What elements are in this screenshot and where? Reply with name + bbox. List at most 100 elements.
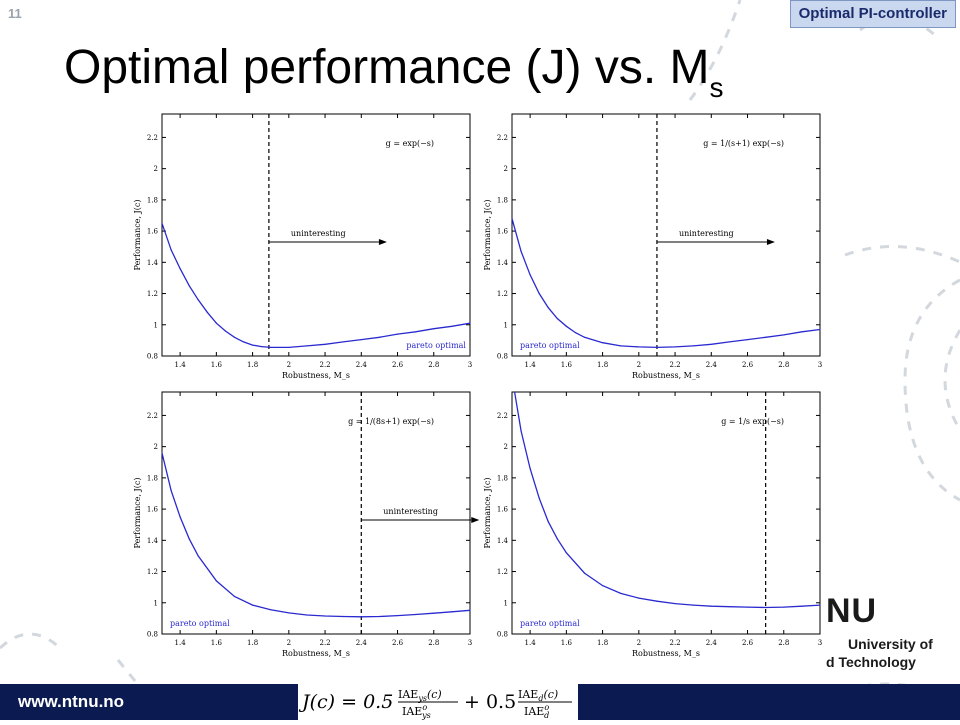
- title-main: Optimal performance (J) vs. M: [64, 41, 710, 94]
- data-point-1: [170, 249, 172, 251]
- y-tick-label-4: 1.6: [497, 506, 509, 514]
- data-point-10: [306, 614, 308, 616]
- pareto-optimal-label: pareto optimal: [520, 619, 580, 628]
- data-point-23: [451, 325, 453, 327]
- uninteresting-label: uninteresting: [679, 229, 734, 238]
- data-point-6: [565, 552, 567, 554]
- formula-box: J(c) = 0.5 IAEys(c) IAEo ys + 0.5 IAEd(c)…: [298, 684, 578, 720]
- data-point-2: [179, 267, 181, 270]
- data-point-5: [206, 311, 208, 313]
- x-tick-label-5: 2.4: [706, 639, 718, 647]
- data-point-17: [746, 339, 749, 341]
- formula-term2-den: IAEo d: [524, 703, 549, 720]
- formula-term2-num: IAEd(c): [518, 688, 558, 703]
- x-tick-label-1: 1.6: [561, 639, 573, 647]
- data-point-13: [360, 616, 362, 618]
- y-tick-label-2: 1.2: [147, 290, 158, 298]
- pareto-optimal-label: pareto optimal: [170, 619, 230, 628]
- formula-plus: + 0.5: [464, 691, 516, 713]
- data-point-3: [538, 497, 540, 499]
- x-tick-label-5: 2.4: [706, 361, 718, 369]
- y-tick-label-5: 1.8: [147, 196, 158, 204]
- data-point-20: [819, 604, 821, 606]
- x-tick-label-7: 2.8: [428, 361, 439, 369]
- chart-panel-3: 1.4 1.6 1.8 2 2.2 2.4 2.6 2.8 3 0.8 1 1.2 1.4 1.6 1.8 2…: [130, 386, 482, 662]
- y-tick-label-4: 1.6: [147, 506, 159, 514]
- y-tick-label-1: 1: [154, 321, 158, 329]
- logo-line-1: University of: [848, 636, 933, 652]
- data-point-9: [288, 612, 290, 614]
- x-tick-label-0: 1.4: [525, 639, 537, 647]
- data-point-14: [692, 345, 694, 347]
- data-point-19: [378, 336, 381, 338]
- data-point-9: [601, 342, 604, 344]
- model-label: g = exp(−s): [386, 139, 434, 148]
- model-label: g = 1/(s+1) exp(−s): [703, 139, 784, 148]
- data-point-21: [415, 331, 417, 333]
- y-tick-label-2: 1.2: [147, 568, 158, 576]
- data-point-19: [469, 609, 471, 611]
- x-axis-label: Robustness, M_s: [282, 649, 350, 658]
- chart-3: 1.4 1.6 1.8 2 2.2 2.4 2.6 2.8 3 0.8 1 1.2 1.4 1.6 1.8 2…: [133, 391, 480, 658]
- y-tick-label-2: 1.2: [497, 290, 508, 298]
- y-tick-label-1: 1: [504, 321, 508, 329]
- plot-frame: [161, 391, 471, 635]
- data-point-11: [656, 600, 658, 602]
- data-point-18: [765, 336, 767, 338]
- data-point-2: [179, 516, 181, 518]
- y-tick-label-5: 1.8: [147, 474, 158, 482]
- y-tick-label-4: 1.6: [497, 228, 509, 236]
- data-point-6: [215, 322, 217, 324]
- data-point-24: [469, 322, 471, 324]
- data-point-15: [728, 606, 731, 608]
- data-point-4: [547, 520, 549, 523]
- data-point-22: [433, 328, 435, 330]
- data-point-14: [288, 346, 290, 349]
- y-tick-label-3: 1.4: [497, 537, 509, 545]
- x-tick-label-0: 1.4: [525, 361, 537, 369]
- model-label: g = 1/s exp(−s): [721, 417, 784, 426]
- y-tick-label-0: 0.8: [497, 353, 508, 361]
- x-tick-label-8: 3: [468, 639, 472, 647]
- x-tick-label-7: 2.8: [428, 639, 439, 647]
- y-tick-label-3: 1.4: [147, 537, 159, 545]
- data-point-0: [161, 452, 163, 454]
- y-axis-label: Performance, J(c): [483, 478, 492, 549]
- data-point-2: [529, 274, 531, 276]
- data-point-20: [396, 333, 399, 335]
- data-point-10: [638, 597, 640, 599]
- data-point-4: [547, 307, 549, 309]
- x-tick-label-0: 1.4: [175, 361, 187, 369]
- data-point-1: [520, 250, 522, 252]
- data-point-5: [556, 538, 558, 540]
- data-point-12: [674, 602, 676, 605]
- data-point-4: [197, 299, 199, 301]
- data-point-7: [224, 330, 227, 332]
- uninteresting-arrowhead: [378, 239, 387, 245]
- y-tick-label-7: 2.2: [147, 134, 158, 142]
- data-point-18: [451, 611, 453, 613]
- data-point-1: [520, 430, 522, 432]
- data-point-9: [620, 592, 622, 595]
- x-tick-label-8: 3: [818, 639, 822, 647]
- data-point-11: [324, 615, 326, 617]
- x-tick-label-6: 2.6: [392, 639, 404, 647]
- data-point-3: [538, 292, 540, 295]
- data-point-5: [215, 580, 217, 582]
- chart-panel-4: 1.4 1.6 1.8 2 2.2 2.4 2.6 2.8 3 0.8 1 1.2 1.4 1.6 1.8 2…: [480, 386, 832, 662]
- y-tick-label-7: 2.2: [147, 412, 158, 420]
- x-axis-label: Robustness, M_s: [632, 649, 700, 658]
- y-tick-label-1: 1: [154, 599, 158, 607]
- data-point-9: [242, 341, 245, 343]
- x-tick-label-2: 1.8: [247, 361, 258, 369]
- data-point-16: [415, 613, 417, 616]
- x-tick-label-4: 2.2: [669, 639, 680, 647]
- chart-1: 1.4 1.6 1.8 2 2.2 2.4 2.6 2.8 3 0.8 1 1.2 1.4 1.6 1.8 2…: [133, 113, 472, 380]
- data-point-1: [170, 489, 172, 491]
- data-point-0: [161, 222, 163, 224]
- data-point-17: [433, 612, 435, 614]
- x-tick-label-1: 1.6: [561, 361, 573, 369]
- data-point-12: [270, 346, 272, 349]
- data-point-3: [188, 285, 190, 287]
- formula-lhs: J(c) = 0.5: [298, 691, 393, 713]
